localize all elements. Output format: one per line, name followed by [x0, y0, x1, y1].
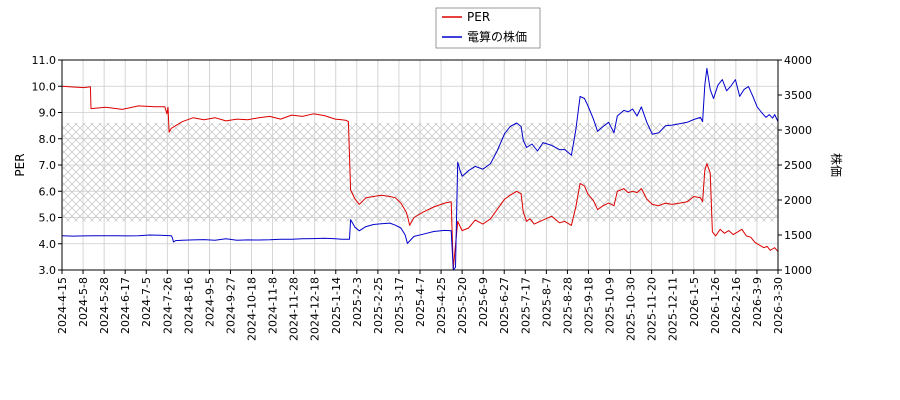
x-tick-label: 2024-7-26 [161, 277, 174, 334]
legend: PER 電算の株価 [435, 7, 541, 49]
x-tick-label: 2025-6-9 [477, 277, 490, 327]
x-tick-label: 2024-5-28 [98, 277, 111, 334]
x-tick-label: 2025-6-27 [498, 277, 511, 334]
y-left-tick-label: 10.0 [32, 80, 57, 93]
y-right-axis-label: 株価 [829, 153, 844, 177]
y-right-tick-label: 1500 [784, 229, 812, 242]
x-tick-label: 2025-5-20 [456, 277, 469, 334]
y-right-axis: 1000 1500 2000 2500 3000 3500 4000 [778, 54, 812, 277]
x-tick-label: 2025-10-9 [604, 277, 617, 334]
x-tick-label: 2026-1-5 [688, 277, 701, 327]
x-tick-label: 2025-9-18 [582, 277, 595, 334]
x-tick-label: 2024-7-5 [140, 277, 153, 327]
x-tick-label: 2024-11-8 [267, 277, 280, 334]
y-right-tick-label: 2000 [784, 194, 812, 207]
x-tick-label: 2025-8-7 [540, 277, 553, 327]
x-tick-label: 2024-10-18 [246, 277, 259, 341]
legend-label-per: PER [467, 10, 490, 24]
x-tick-label: 2026-2-16 [730, 277, 743, 334]
x-tick-label: 2025-1-14 [330, 277, 343, 334]
x-tick-label: 2025-10-30 [625, 277, 638, 341]
y-left-tick-label: 8.0 [39, 133, 57, 146]
x-tick-label: 2024-6-17 [119, 277, 132, 334]
x-tick-label: 2025-3-17 [393, 277, 406, 334]
legend-label-price: 電算の株価 [467, 29, 527, 44]
x-tick-label: 2026-3-30 [772, 277, 785, 334]
x-tick-label: 2024-9-5 [203, 277, 216, 327]
y-left-tick-label: 7.0 [39, 159, 57, 172]
y-left-tick-label: 3.0 [39, 264, 57, 277]
x-tick-label: 2024-12-18 [309, 277, 322, 341]
x-tick-label: 2025-11-20 [646, 277, 659, 341]
x-tick-label: 2025-8-28 [561, 277, 574, 334]
series-line-per [62, 85, 778, 270]
x-tick-label: 2025-12-11 [667, 277, 680, 341]
x-tick-label: 2024-11-28 [288, 277, 301, 341]
y-left-tick-label: 9.0 [39, 107, 57, 120]
x-tick-label: 2025-2-25 [372, 277, 385, 334]
x-tick-label: 2024-8-16 [182, 277, 195, 334]
x-tick-label: 2025-2-3 [351, 277, 364, 327]
y-left-tick-label: 6.0 [39, 185, 57, 198]
x-axis: 2024-4-15 2024-5-8 2024-5-28 2024-6-17 2024-… [56, 270, 785, 341]
x-tick-label: 2025-4-25 [435, 277, 448, 334]
y-right-tick-label: 3000 [784, 124, 812, 137]
series-layer [62, 67, 778, 270]
y-left-tick-label: 11.0 [32, 54, 57, 67]
x-tick-label: 2024-4-15 [56, 277, 69, 334]
x-tick-label: 2025-4-7 [414, 277, 427, 327]
y-right-tick-label: 2500 [784, 159, 812, 172]
x-tick-label: 2026-3-9 [751, 277, 764, 327]
y-right-tick-label: 4000 [784, 54, 812, 67]
series-line-price [62, 67, 778, 270]
y-left-tick-label: 4.0 [39, 238, 57, 251]
y-right-tick-label: 1000 [784, 264, 812, 277]
x-tick-label: 2025-7-17 [519, 277, 532, 334]
x-tick-label: 2024-5-8 [77, 277, 90, 327]
x-tick-label: 2024-9-27 [224, 277, 237, 334]
x-tick-label: 2026-1-26 [709, 277, 722, 334]
y-left-axis-label: PER [13, 153, 27, 176]
y-right-tick-label: 3500 [784, 89, 812, 102]
legend-box [435, 7, 541, 49]
y-left-axis: 3.0 4.0 5.0 6.0 7.0 8.0 9.0 10.0 11.0 [32, 54, 62, 277]
y-left-tick-label: 5.0 [39, 212, 57, 225]
grid [61, 59, 779, 271]
